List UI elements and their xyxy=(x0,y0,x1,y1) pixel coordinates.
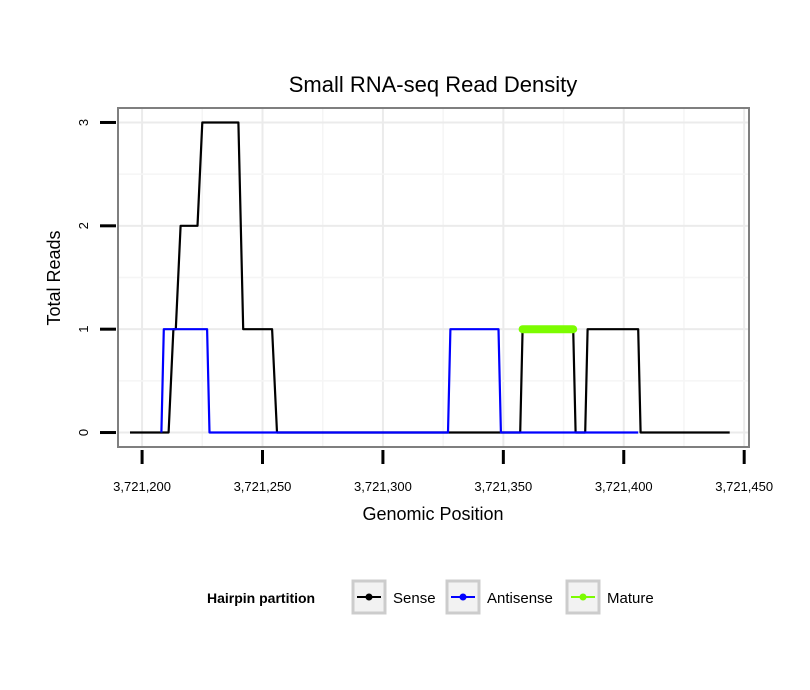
legend-key-point xyxy=(365,593,373,601)
legend-key-point xyxy=(459,593,467,601)
x-tick-label: 3,721,250 xyxy=(234,479,292,494)
grid-lines xyxy=(118,108,749,447)
legend-key-point xyxy=(579,593,587,601)
chart-title: Small RNA-seq Read Density xyxy=(289,72,578,97)
legend-item-antisense: Antisense xyxy=(445,579,553,615)
legend: Hairpin partition Sense Antisense Mature xyxy=(207,579,654,615)
plot-panel xyxy=(117,107,750,448)
y-tick-label: 3 xyxy=(76,119,91,126)
x-tick-label: 3,721,400 xyxy=(595,479,653,494)
y-tick-label: 2 xyxy=(76,222,91,229)
x-tick-label: 3,721,450 xyxy=(715,479,773,494)
series-lines xyxy=(130,121,730,434)
x-tick-label: 3,721,300 xyxy=(354,479,412,494)
y-tick-label: 1 xyxy=(76,326,91,333)
series-line-antisense xyxy=(160,328,639,434)
x-axis: 3,721,200 3,721,250 3,721,300 3,721,350 3,72… xyxy=(113,450,773,494)
legend-label: Sense xyxy=(393,590,436,607)
legend-item-sense: Sense xyxy=(351,579,436,615)
legend-label: Mature xyxy=(607,590,654,607)
y-tick-label: 0 xyxy=(76,429,91,436)
legend-label: Antisense xyxy=(487,590,553,607)
series-line-sense xyxy=(130,121,730,434)
x-tick-label: 3,721,350 xyxy=(474,479,532,494)
legend-item-mature: Mature xyxy=(565,579,654,615)
legend-title: Hairpin partition xyxy=(207,590,315,606)
x-axis-label: Genomic Position xyxy=(362,504,503,524)
y-axis: 0 1 2 3 xyxy=(76,119,116,436)
x-tick-label: 3,721,200 xyxy=(113,479,171,494)
y-axis-label: Total Reads xyxy=(44,230,64,325)
